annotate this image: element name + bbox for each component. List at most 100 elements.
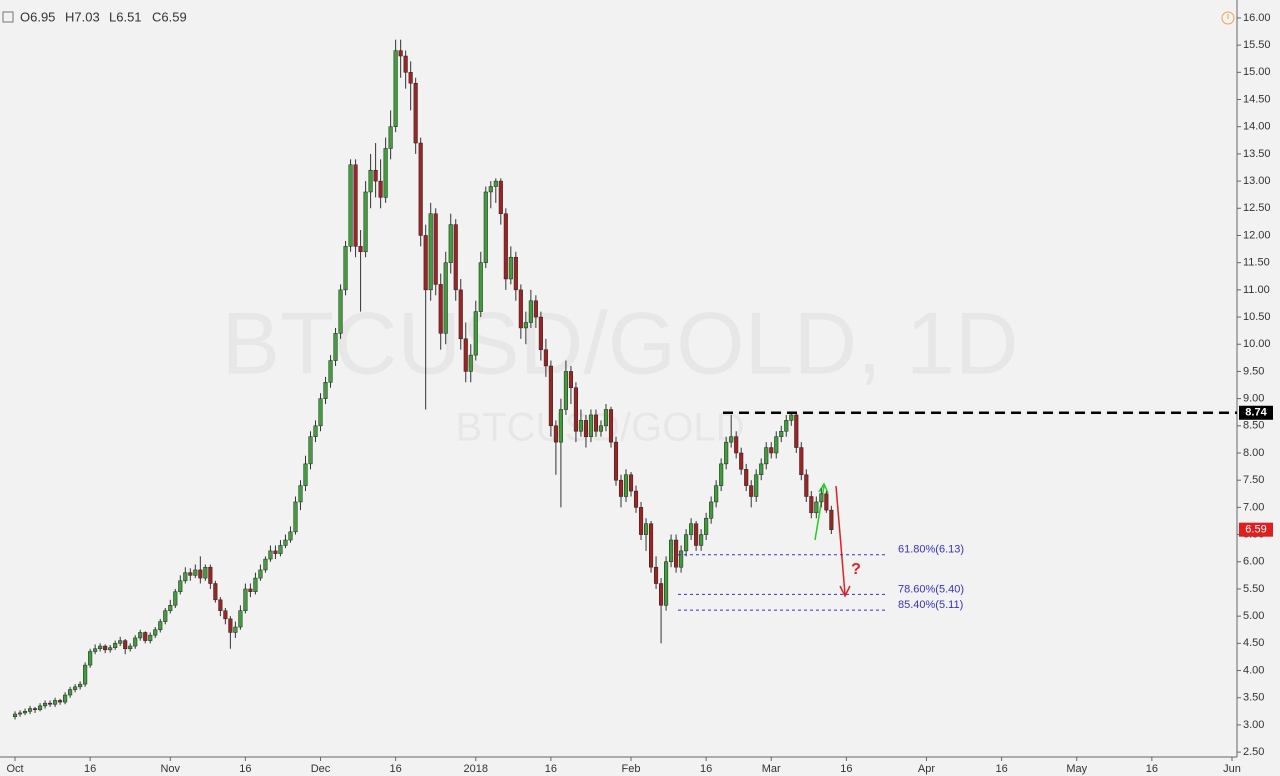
candle-body [829, 509, 834, 530]
x-tick-label: 16 [700, 763, 712, 775]
candle-body [363, 191, 368, 253]
y-tick-label: 12.00 [1243, 229, 1271, 241]
candle-body [333, 333, 338, 361]
candle-body [428, 213, 433, 291]
candle-body [749, 485, 754, 497]
y-tick-label: 3.00 [1243, 719, 1264, 731]
candle-body [283, 539, 288, 546]
y-tick-label: 11.00 [1243, 284, 1270, 296]
candle-body [528, 300, 533, 323]
y-tick-label: 7.50 [1243, 474, 1264, 486]
x-tick-label: Apr [918, 763, 935, 775]
candle-body [63, 694, 68, 703]
candle-body [263, 558, 268, 571]
candle-body [133, 637, 138, 647]
candle-body [88, 651, 93, 666]
candle-body [358, 246, 363, 253]
candle-body [824, 493, 829, 511]
candle-body [533, 300, 538, 318]
candle-body [303, 463, 308, 486]
candle-body [628, 474, 634, 492]
candle-body [308, 436, 313, 465]
y-tick-label: 4.00 [1243, 664, 1264, 676]
x-tick-label: May [1066, 763, 1087, 775]
candle-body [493, 180, 498, 187]
candle-body [38, 705, 43, 710]
fib-label: 85.40%(5.11) [898, 599, 963, 611]
candle-body [764, 447, 769, 465]
symbol-icon [2, 11, 14, 23]
y-tick-label: 8.00 [1243, 447, 1264, 459]
candle-body [353, 164, 358, 247]
candle-body [583, 420, 588, 437]
candle-body [58, 700, 63, 703]
candle-body [563, 371, 568, 410]
candle-body [248, 588, 253, 592]
candle-body [433, 213, 438, 285]
candle-body [453, 224, 458, 291]
candle-body [198, 569, 203, 579]
alert-icon[interactable] [1221, 11, 1235, 25]
candle-body [278, 545, 283, 554]
candle-body [313, 425, 318, 437]
ohlc-low: L6.51 [109, 9, 142, 24]
ohlc-close: C6.59 [152, 9, 187, 24]
fib-label: 78.60%(5.40) [898, 583, 964, 595]
candle-body [804, 474, 809, 497]
candle-body [488, 186, 493, 193]
candle-body [403, 55, 408, 73]
candle-body [674, 539, 679, 568]
x-tick-label: 16 [840, 763, 852, 775]
up-arrow-head [818, 482, 829, 494]
y-tick-label: 14.00 [1243, 121, 1271, 133]
down-arrow-head [839, 585, 851, 598]
y-tick-label: 9.50 [1243, 365, 1264, 377]
candle-body [734, 436, 739, 454]
y-tick-label: 12.50 [1243, 202, 1271, 214]
candle-body [523, 322, 528, 329]
resistance-tag [1239, 405, 1273, 420]
candle-body [183, 572, 188, 582]
candle-body [664, 561, 669, 606]
ohlc-high: H7.03 [65, 9, 100, 24]
candle-body [794, 414, 799, 448]
x-tick-label: Dec [311, 763, 331, 775]
candle-body [193, 569, 198, 576]
y-tick-label: 4.50 [1243, 637, 1264, 649]
candle-body [654, 566, 659, 584]
candle-body [178, 580, 183, 592]
candle-body [238, 610, 243, 628]
y-tick-label: 9.00 [1243, 393, 1264, 405]
candle-body [388, 126, 393, 149]
candle-body [293, 501, 298, 533]
candle-body [408, 72, 413, 84]
candle-body [498, 180, 503, 214]
y-tick-label: 5.00 [1243, 610, 1264, 622]
candle-body [784, 420, 789, 432]
candle-body [543, 349, 548, 367]
candle-body [744, 469, 749, 486]
candle-body [709, 501, 714, 519]
watermark: BTCUSD/GOLD, 1D [221, 293, 1018, 392]
candle-body [438, 284, 443, 334]
y-tick-label: 15.00 [1243, 66, 1271, 78]
candle-body [754, 474, 759, 497]
y-tick-label: 11.50 [1243, 257, 1270, 269]
candle-body [774, 436, 779, 454]
y-tick-label: 7.00 [1243, 501, 1264, 513]
candle-body [699, 534, 704, 546]
candle-body [203, 566, 208, 579]
y-tick-label: 13.50 [1243, 148, 1271, 160]
candle-body [78, 683, 83, 688]
candle-body [153, 629, 158, 636]
candle-body [684, 534, 689, 552]
candle-body [669, 539, 674, 563]
candle-body [218, 599, 223, 611]
candle-body [368, 169, 373, 193]
x-tick-label: Oct [6, 763, 23, 775]
candle-body [118, 640, 123, 644]
down-arrow [835, 485, 846, 595]
candle-body [113, 643, 118, 648]
candle-body [108, 647, 113, 651]
